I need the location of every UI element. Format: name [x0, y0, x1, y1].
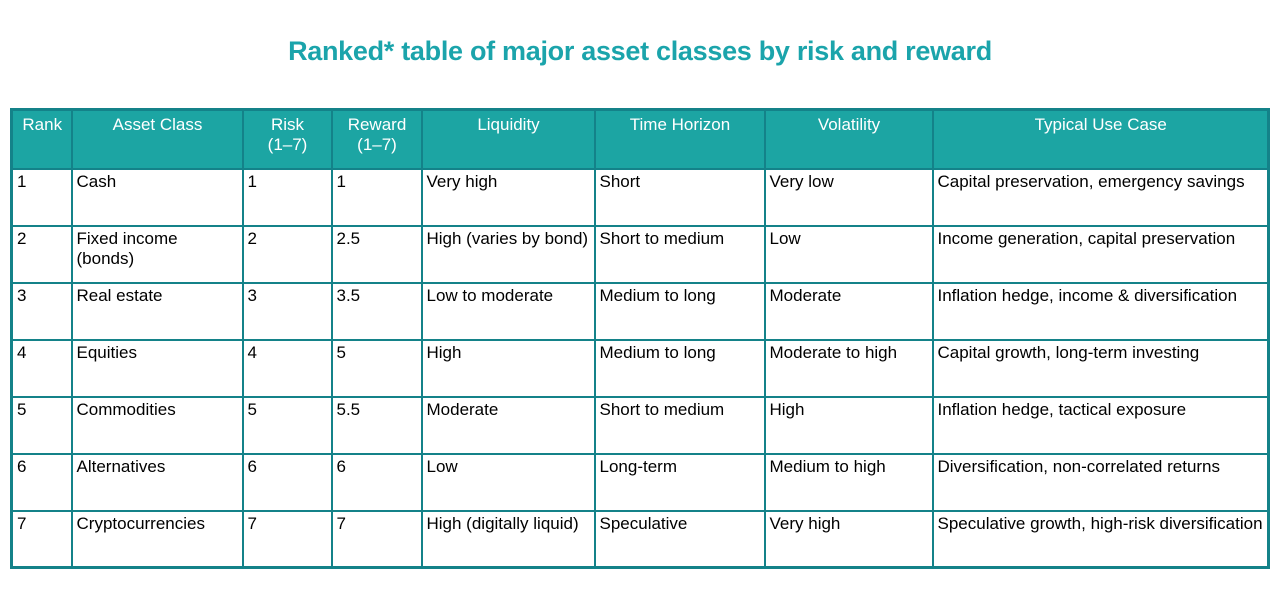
table-cell: Low [420, 452, 596, 512]
table-row: 5 Commodities 5 5.5 Moderate Short to medium H… [10, 395, 1270, 455]
table-cell: 1 [10, 167, 73, 227]
table-cell: Commodities [70, 395, 244, 455]
table-cell: Speculative [593, 509, 766, 569]
table-cell: Very high [420, 167, 596, 227]
table-cell: High [420, 338, 596, 398]
table-cell: Income generation, capital preservation [931, 224, 1270, 284]
page-title: Ranked* table of major asset classes by … [288, 36, 992, 66]
table-cell: 1 [330, 167, 423, 227]
table-cell: 1 [241, 167, 333, 227]
table-body: 1 Cash 1 1 Very high Short Very low Capital pre… [10, 167, 1270, 569]
table-cell: 3 [241, 281, 333, 341]
table-row: 7 Cryptocurrencies 7 7 High (digitally liqui… [10, 509, 1270, 569]
table-cell: Moderate [763, 281, 934, 341]
table-cell: Cash [70, 167, 244, 227]
table-cell: 6 [330, 452, 423, 512]
table-cell: 2 [241, 224, 333, 284]
table-cell: Cryptocurrencies [70, 509, 244, 569]
column-header: Volatility [763, 108, 934, 170]
table-cell: Inflation hedge, income & diversificatio… [931, 281, 1270, 341]
column-header: Rank [10, 108, 73, 170]
table-cell: Short [593, 167, 766, 227]
table-row: 4 Equities 4 5 High Medium to long Moderate to… [10, 338, 1270, 398]
table-cell: 7 [241, 509, 333, 569]
header-row: Rank Asset Class Risk (1–7) Reward (1–7) Liq… [10, 108, 1270, 170]
table-cell: 2.5 [330, 224, 423, 284]
table-cell: 5 [241, 395, 333, 455]
table-cell: Low [763, 224, 934, 284]
table-cell: Short to medium [593, 395, 766, 455]
table-cell: Inflation hedge, tactical exposure [931, 395, 1270, 455]
table-cell: Medium to long [593, 338, 766, 398]
table-cell: Very low [763, 167, 934, 227]
column-header: Typical Use Case [931, 108, 1270, 170]
table-cell: Medium to high [763, 452, 934, 512]
table-cell: 5 [330, 338, 423, 398]
table-cell: Moderate to high [763, 338, 934, 398]
table-cell: Long-term [593, 452, 766, 512]
table-cell: 3 [10, 281, 73, 341]
table-cell: 7 [330, 509, 423, 569]
column-header: Liquidity [420, 108, 596, 170]
table-cell: Low to moderate [420, 281, 596, 341]
table-cell: Very high [763, 509, 934, 569]
table-cell: 3.5 [330, 281, 423, 341]
table-cell: Capital growth, long-term investing [931, 338, 1270, 398]
table-cell: 2 [10, 224, 73, 284]
table-row: 3 Real estate 3 3.5 Low to moderate Medium to… [10, 281, 1270, 341]
table-cell: Medium to long [593, 281, 766, 341]
table-cell: 6 [10, 452, 73, 512]
table-row: 2 Fixed income (bonds) 2 2.5 High (varies by… [10, 224, 1270, 284]
table-row: 6 Alternatives 6 6 Low Long-term Medium to hig… [10, 452, 1270, 512]
table-cell: 5 [10, 395, 73, 455]
asset-class-table: Rank Asset Class Risk (1–7) Reward (1–7) Liq… [10, 108, 1270, 569]
table-cell: Real estate [70, 281, 244, 341]
table-cell: Alternatives [70, 452, 244, 512]
column-header: Reward (1–7) [330, 108, 423, 170]
table-cell: High [763, 395, 934, 455]
table-cell: Capital preservation, emergency savings [931, 167, 1270, 227]
column-header: Risk (1–7) [241, 108, 333, 170]
table-cell: Moderate [420, 395, 596, 455]
table-cell: 4 [241, 338, 333, 398]
table-cell: 7 [10, 509, 73, 569]
table-row: 1 Cash 1 1 Very high Short Very low Capital pre… [10, 167, 1270, 227]
table-cell: Diversification, non-correlated returns [931, 452, 1270, 512]
table-cell: Speculative growth, high-risk diversific… [931, 509, 1270, 569]
table-cell: High (digitally liquid) [420, 509, 596, 569]
table-cell: High (varies by bond) [420, 224, 596, 284]
table-cell: 6 [241, 452, 333, 512]
table-cell: 5.5 [330, 395, 423, 455]
column-header: Time Horizon [593, 108, 766, 170]
table-cell: Fixed income (bonds) [70, 224, 244, 284]
column-header: Asset Class [70, 108, 244, 170]
table-cell: Equities [70, 338, 244, 398]
table-cell: Short to medium [593, 224, 766, 284]
table-cell: 4 [10, 338, 73, 398]
